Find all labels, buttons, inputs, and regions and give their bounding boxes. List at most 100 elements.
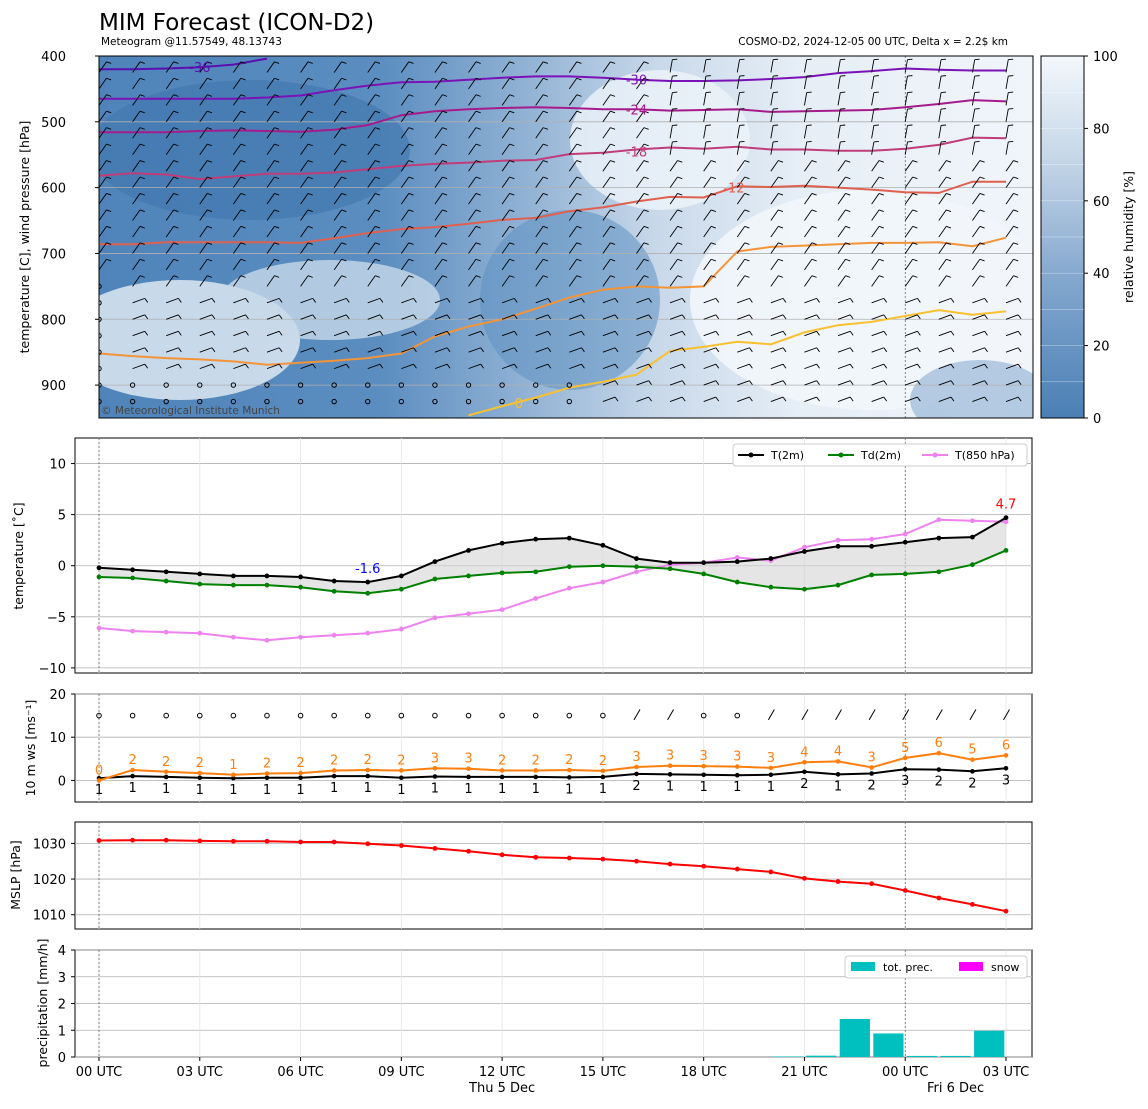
series-point — [600, 543, 605, 548]
wind-point — [735, 773, 740, 778]
gust-value-label: 5 — [901, 741, 909, 756]
gust-value-label: 6 — [1002, 738, 1010, 753]
time-tick-label: 12 UTC — [479, 1065, 525, 1080]
wind-point — [836, 759, 841, 764]
colorbar-tick-label: 80 — [1093, 122, 1110, 137]
speed-value-label: 1 — [229, 783, 237, 798]
mslp-point — [634, 859, 639, 864]
figure-title: MIM Forecast (ICON-D2) — [99, 10, 374, 36]
gust-value-label: 2 — [397, 753, 405, 768]
wind-point — [634, 765, 639, 770]
prec-ytick-label: 1 — [58, 1024, 66, 1039]
wind-point — [365, 774, 370, 779]
legend-marker — [933, 453, 938, 458]
precip-bar — [806, 1056, 836, 1057]
legend-label: snow — [991, 961, 1019, 974]
gust-value-label: 2 — [330, 753, 338, 768]
speed-value-label: 3 — [901, 774, 909, 789]
copyright-note: © Meteorological Institute Munich — [101, 405, 280, 417]
mslp-point — [164, 838, 169, 843]
series-point — [735, 555, 740, 560]
temp-ytick-label: −10 — [39, 662, 66, 677]
series-point — [836, 583, 841, 588]
gust-value-label: 2 — [532, 753, 540, 768]
speed-value-label: 2 — [632, 779, 640, 794]
wind-point — [869, 765, 874, 770]
gust-value-label: 4 — [834, 744, 842, 759]
mslp-point — [1004, 909, 1009, 914]
isotherm-label: -12 — [723, 182, 744, 197]
gust-value-label: 2 — [296, 756, 304, 771]
mslp-point — [903, 888, 908, 893]
temp-ytick-label: 10 — [49, 458, 66, 473]
series-point — [97, 575, 102, 580]
wind-point — [668, 772, 673, 777]
speed-value-label: 1 — [464, 782, 472, 797]
series-point — [231, 583, 236, 588]
series-point — [365, 580, 370, 585]
series-point — [399, 574, 404, 579]
mslp-point — [836, 879, 841, 884]
legend-marker — [839, 453, 844, 458]
series-point — [466, 548, 471, 553]
mslp-ytick-label: 1020 — [33, 873, 66, 888]
wind-ylabel: 10 m ws [ms⁻¹] — [23, 700, 38, 797]
speed-value-label: 1 — [330, 781, 338, 796]
series-point — [265, 638, 270, 643]
upper-ylabel: temperature [C], wind pressure [hPa] — [17, 121, 32, 354]
speed-value-label: 1 — [162, 782, 170, 797]
wind-point — [466, 766, 471, 771]
precip-bar — [974, 1031, 1004, 1057]
wind-point — [1004, 766, 1009, 771]
gust-value-label: 2 — [498, 753, 506, 768]
series-point — [567, 564, 572, 569]
upper-ytick-label: 600 — [41, 182, 66, 197]
wind-point — [197, 776, 202, 781]
series-point — [265, 583, 270, 588]
colorbar-label: relative humidity [%] — [1121, 171, 1136, 303]
time-tick-label: 15 UTC — [580, 1065, 626, 1080]
mslp-point — [298, 840, 303, 845]
series-point — [701, 560, 706, 565]
speed-value-label: 1 — [128, 781, 136, 796]
gust-value-label: 1 — [229, 758, 237, 773]
time-tick-label: 00 UTC — [76, 1065, 122, 1080]
mslp-point — [600, 857, 605, 862]
wind-ytick-label: 0 — [58, 774, 66, 789]
speed-value-label: 2 — [935, 775, 943, 790]
mslp-point — [365, 841, 370, 846]
mslp-point — [433, 846, 438, 851]
colorbar-tick-label: 60 — [1093, 195, 1110, 210]
mslp-point — [768, 870, 773, 875]
prec-ytick-label: 4 — [58, 944, 66, 959]
series-point — [130, 576, 135, 581]
wind-ytick-label: 10 — [49, 731, 66, 746]
series-point — [567, 586, 572, 591]
gust-value-label: 3 — [867, 750, 875, 765]
mslp-point — [970, 902, 975, 907]
precip-bar — [773, 1056, 803, 1057]
mslp-point — [869, 881, 874, 886]
wind-point — [533, 768, 538, 773]
gust-value-label: 3 — [431, 751, 439, 766]
wind-point — [802, 769, 807, 774]
day-label: Fri 6 Dec — [927, 1081, 984, 1096]
speed-value-label: 1 — [263, 783, 271, 798]
series-point — [399, 587, 404, 592]
series-point — [500, 607, 505, 612]
upper-ytick-label: 900 — [41, 379, 66, 394]
series-point — [399, 627, 404, 632]
speed-value-label: 1 — [666, 779, 674, 794]
series-point — [164, 630, 169, 635]
speed-value-label: 1 — [196, 783, 204, 798]
gust-value-label: 0 — [95, 763, 103, 778]
wind-point — [1004, 753, 1009, 758]
wind-point — [265, 771, 270, 776]
wind-point — [332, 774, 337, 779]
series-point — [903, 540, 908, 545]
legend-swatch — [851, 962, 875, 971]
series-point — [869, 573, 874, 578]
